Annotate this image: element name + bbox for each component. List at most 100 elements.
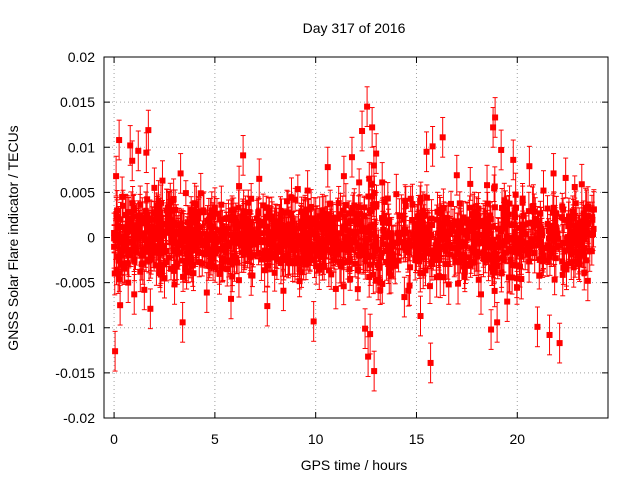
data-point-marker bbox=[502, 249, 509, 256]
data-point-marker bbox=[129, 224, 136, 231]
data-point-marker bbox=[164, 204, 171, 211]
data-point bbox=[551, 263, 558, 296]
data-point-marker bbox=[486, 212, 493, 219]
data-point-marker bbox=[147, 256, 154, 263]
data-point-marker bbox=[121, 265, 128, 272]
data-point-marker bbox=[466, 254, 473, 261]
data-point-marker bbox=[368, 181, 375, 188]
data-point-marker bbox=[456, 200, 463, 207]
data-point-marker bbox=[550, 204, 557, 211]
data-point-marker bbox=[444, 260, 451, 267]
data-point-marker bbox=[258, 256, 265, 263]
data-point-marker bbox=[257, 230, 264, 237]
data-point-marker bbox=[417, 269, 424, 276]
data-point-marker bbox=[392, 262, 399, 269]
data-point-marker bbox=[280, 252, 287, 259]
data-point-marker bbox=[238, 249, 245, 256]
data-point-marker bbox=[471, 259, 478, 266]
data-point-marker bbox=[511, 229, 518, 236]
data-point-marker bbox=[553, 210, 560, 217]
data-point bbox=[182, 180, 189, 206]
data-point-marker bbox=[263, 204, 270, 211]
data-point-marker bbox=[531, 236, 538, 243]
data-point-marker bbox=[348, 246, 355, 253]
data-point-marker bbox=[352, 230, 359, 237]
data-point-marker bbox=[406, 282, 413, 289]
data-point-marker bbox=[111, 270, 118, 277]
data-point-marker bbox=[384, 195, 391, 202]
data-point-marker bbox=[513, 239, 520, 246]
data-point-marker bbox=[365, 193, 372, 200]
data-point-marker bbox=[315, 220, 322, 227]
data-point-marker bbox=[491, 287, 498, 294]
data-point-marker bbox=[543, 257, 550, 264]
data-point-marker bbox=[417, 194, 424, 201]
data-point-marker bbox=[300, 216, 307, 223]
data-point-marker bbox=[495, 225, 502, 232]
data-point-marker bbox=[522, 247, 529, 254]
data-point-marker bbox=[509, 274, 516, 281]
data-point-marker bbox=[255, 250, 262, 257]
data-point-marker bbox=[365, 228, 372, 235]
data-point-marker bbox=[402, 202, 409, 209]
data-point-marker bbox=[580, 210, 587, 217]
data-point-marker bbox=[522, 221, 529, 228]
data-point-marker bbox=[200, 209, 207, 216]
data-point bbox=[395, 248, 402, 273]
data-point-marker bbox=[378, 249, 385, 256]
data-point-marker bbox=[224, 266, 231, 273]
data-point-marker bbox=[264, 253, 271, 260]
data-point-marker bbox=[491, 185, 498, 192]
data-point-marker bbox=[560, 206, 567, 213]
data-point-marker bbox=[356, 179, 363, 186]
data-point-marker bbox=[466, 225, 473, 232]
data-point-marker bbox=[271, 252, 278, 259]
data-point-marker bbox=[552, 234, 559, 241]
data-point bbox=[447, 190, 454, 217]
data-point-marker bbox=[355, 243, 362, 250]
data-point-marker bbox=[339, 224, 346, 231]
data-point-marker bbox=[487, 216, 494, 223]
data-point-marker bbox=[218, 201, 225, 208]
data-point-marker bbox=[234, 221, 241, 228]
data-point-marker bbox=[568, 228, 575, 235]
data-point-marker bbox=[460, 214, 467, 221]
data-point-marker bbox=[125, 215, 132, 222]
data-point-marker bbox=[525, 243, 532, 250]
data-point-marker bbox=[559, 271, 566, 278]
data-point bbox=[384, 182, 391, 215]
data-point-marker bbox=[494, 263, 501, 270]
data-point-marker bbox=[423, 194, 430, 201]
data-point-marker bbox=[416, 239, 423, 246]
data-point-marker bbox=[524, 251, 531, 258]
data-point bbox=[571, 175, 578, 199]
data-point-marker bbox=[206, 261, 213, 268]
data-point-marker bbox=[328, 271, 335, 278]
data-point-marker bbox=[352, 260, 359, 267]
data-point-marker bbox=[168, 207, 175, 214]
data-point-marker bbox=[402, 197, 409, 204]
data-point bbox=[531, 193, 538, 230]
data-series bbox=[111, 86, 597, 392]
data-point-marker bbox=[337, 211, 344, 218]
data-point-marker bbox=[278, 248, 285, 255]
data-point-marker bbox=[398, 239, 405, 246]
data-point-marker bbox=[144, 196, 151, 203]
data-point-marker bbox=[315, 243, 322, 250]
data-point-marker bbox=[384, 242, 391, 249]
data-point-marker bbox=[138, 261, 145, 268]
data-point-marker bbox=[117, 216, 124, 223]
data-point-marker bbox=[163, 259, 170, 266]
data-point-marker bbox=[369, 193, 376, 200]
data-point-marker bbox=[441, 215, 448, 222]
data-point-marker bbox=[491, 204, 498, 211]
data-point-marker bbox=[377, 254, 384, 261]
data-point-marker bbox=[371, 189, 378, 196]
data-point-marker bbox=[423, 238, 430, 245]
data-point-marker bbox=[417, 197, 424, 204]
data-point-marker bbox=[171, 221, 178, 228]
data-point-marker bbox=[531, 208, 538, 215]
data-point-marker bbox=[545, 227, 552, 234]
data-point-marker bbox=[132, 233, 139, 240]
